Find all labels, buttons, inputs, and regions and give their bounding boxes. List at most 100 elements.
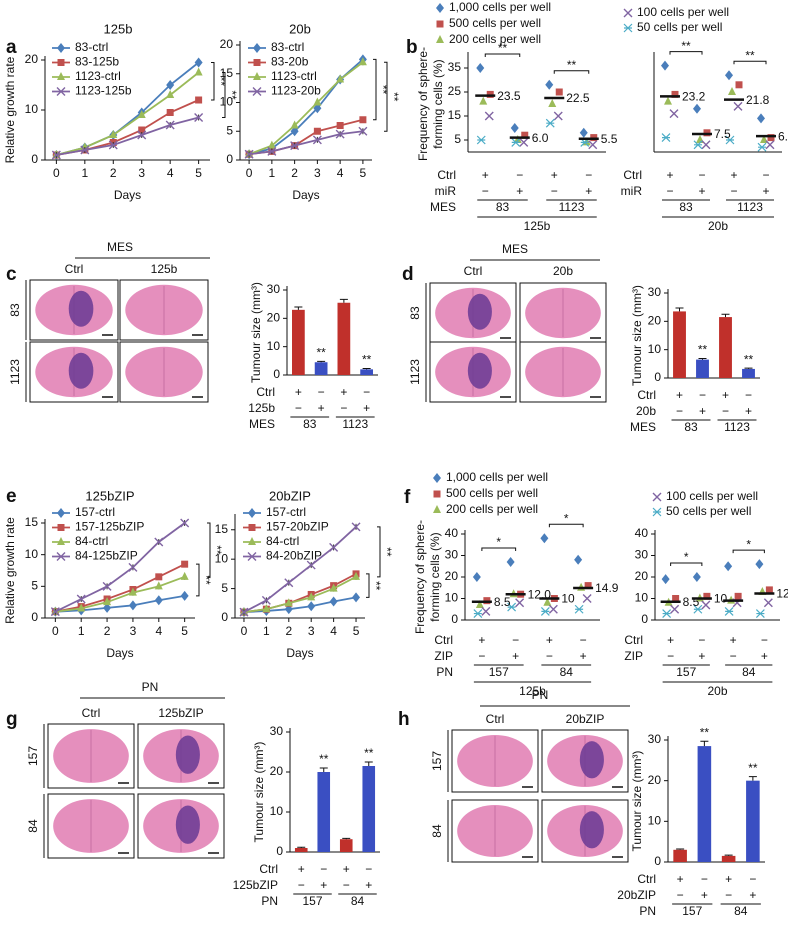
mean-label: 22.5 <box>566 91 590 105</box>
mean-label: 21.8 <box>746 93 770 107</box>
row-sign: − <box>749 872 756 886</box>
row-sign: + <box>298 862 305 876</box>
data-point <box>267 140 276 149</box>
panel-letter: h <box>398 709 410 730</box>
row-label: 157 <box>26 746 40 766</box>
row-sign: − <box>666 184 673 198</box>
data-point <box>51 150 61 160</box>
legend-label: 83-ctrl <box>271 40 304 54</box>
significance: * <box>564 511 569 525</box>
significance: * <box>746 537 751 551</box>
tumour <box>579 741 604 779</box>
image-title: MES <box>107 240 133 254</box>
bar <box>673 311 686 378</box>
data-point <box>669 109 679 119</box>
data-point <box>180 518 190 528</box>
significance: ** <box>700 725 710 739</box>
data-point <box>476 135 486 145</box>
x-tick-label: 0 <box>52 624 59 638</box>
data-point <box>484 111 494 121</box>
group-name: 84 <box>560 665 574 679</box>
data-point <box>548 99 557 107</box>
bracket <box>548 523 584 528</box>
error-bar <box>698 357 707 360</box>
legend-label: 157-20bZIP <box>266 520 329 534</box>
group-label: PN <box>436 665 453 679</box>
y-tick-label: 0 <box>226 152 233 166</box>
y-tick-label: 40 <box>445 526 459 540</box>
x-tick-label: 1 <box>269 166 276 180</box>
y-tick-label: 5 <box>454 132 461 146</box>
row-sign: + <box>546 633 553 647</box>
y-tick-label: 5 <box>226 123 233 137</box>
panel-letter: g <box>6 709 18 730</box>
column-label: Ctrl <box>486 712 505 726</box>
x-tick-label: 3 <box>308 624 315 638</box>
bracket <box>222 72 226 118</box>
row-sign: − <box>698 633 705 647</box>
group-label: PN <box>639 904 656 918</box>
x-tick-label: 1 <box>81 166 88 180</box>
row-sign: + <box>363 401 370 415</box>
y-axis-label: Tumour size (mm³) <box>249 282 263 383</box>
y-tick-label: 10 <box>270 804 284 818</box>
data-point <box>80 145 90 155</box>
bracket <box>733 60 767 65</box>
row-sign: − <box>580 633 587 647</box>
significance: ** <box>364 746 374 760</box>
data-point <box>128 562 138 572</box>
x-tick-label: 1 <box>263 624 270 638</box>
legend-label: 1123-125b <box>75 84 132 98</box>
mean-label: 6.6 <box>778 129 788 143</box>
panel-letter: d <box>402 264 414 285</box>
legend-label: 50 cells per well <box>666 504 751 518</box>
panel-letter: a <box>6 37 17 58</box>
legend-marker <box>57 72 65 80</box>
y-tick-label: 15 <box>215 522 229 536</box>
row-sign: − <box>698 168 705 182</box>
bracket <box>670 562 703 566</box>
significance: * <box>496 535 501 549</box>
y-axis-label: forming cells (%) <box>428 532 442 621</box>
data-point <box>180 590 189 601</box>
legend-marker <box>253 59 261 66</box>
chart-title: 125b <box>104 21 133 36</box>
error-bar <box>342 837 351 840</box>
error-bar <box>339 298 348 303</box>
legend-marker <box>623 8 633 18</box>
significance: ** <box>225 90 239 100</box>
row-sign: + <box>701 888 708 902</box>
significance: ** <box>210 545 224 555</box>
data-point <box>661 574 670 585</box>
data-point <box>194 67 203 76</box>
group-name: 84 <box>351 894 365 908</box>
row-sign: + <box>512 649 519 663</box>
x-tick-label: 2 <box>291 166 298 180</box>
group-label: MES <box>630 420 656 434</box>
image-title: PN <box>532 688 549 702</box>
data-point <box>103 602 112 613</box>
row-sign: − <box>761 633 768 647</box>
row-sign: + <box>745 404 752 418</box>
y-tick-label: 0 <box>221 610 228 624</box>
error-bar <box>297 846 306 848</box>
row-label: Ctrl <box>437 168 456 182</box>
bar <box>314 362 328 375</box>
significance: ** <box>316 346 326 360</box>
y-tick-label: 10 <box>220 95 234 109</box>
row-sign: + <box>343 862 350 876</box>
data-point <box>306 560 316 570</box>
panel-letter: c <box>6 264 17 285</box>
bar <box>362 766 376 852</box>
image-title: MES <box>502 242 528 256</box>
group-name: 1123 <box>737 200 763 214</box>
data-point <box>540 606 550 616</box>
data-point <box>154 581 163 590</box>
row-sign: + <box>730 633 737 647</box>
y-tick-label: 0 <box>276 844 283 858</box>
data-point <box>574 604 584 614</box>
data-point <box>670 604 680 614</box>
y-axis-label: Tumour size (mm³) <box>630 285 644 386</box>
data-point <box>329 542 339 552</box>
